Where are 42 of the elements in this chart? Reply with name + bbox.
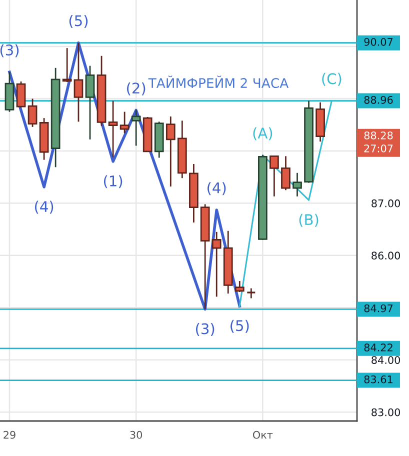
candlestick: [212, 231, 222, 298]
candlestick: [292, 172, 302, 198]
text: 88.28: [364, 131, 393, 140]
y-tick-label: 87.00: [372, 199, 400, 208]
candlestick: [166, 116, 176, 188]
ref-line-label: 83.61: [364, 375, 392, 384]
candlestick: [108, 100, 118, 158]
annotation: (2): [127, 82, 146, 96]
y-tick-label: 84.00: [372, 356, 400, 364]
annotation: (3): [196, 323, 214, 336]
x-tick-label: 29: [4, 430, 16, 439]
x-tick-label: Окт: [252, 430, 273, 439]
annotation: (1): [104, 175, 122, 188]
ref-line-label: 84.97: [364, 304, 393, 312]
annotation: (5): [69, 14, 88, 28]
ref-line-label: 88.96: [364, 96, 393, 104]
ref-line-label: 84.22: [364, 344, 392, 352]
x-tick-label: 30: [130, 430, 142, 439]
annotation: (B): [299, 214, 318, 227]
candlestick: [246, 288, 256, 299]
y-tick-label: 83.00: [372, 408, 400, 416]
annotation: (A): [253, 127, 272, 140]
ref-line-label: 90.07: [364, 38, 393, 46]
annotation: (5): [230, 320, 249, 333]
candlestick: [74, 42, 84, 122]
annotation: (4): [208, 182, 226, 196]
candlestick: [85, 65, 95, 140]
annotation: (4): [34, 200, 54, 214]
candlestick: [234, 280, 244, 293]
candlestick: [270, 154, 279, 198]
y-tick-label: 86.00: [372, 252, 400, 260]
candlestick: [120, 111, 130, 134]
candlestick: [62, 47, 72, 83]
text: ТАЙМФРЕЙМ 2 ЧАСА: [148, 76, 289, 88]
candlestick: [28, 98, 38, 128]
candlestick: [281, 155, 290, 191]
candlestick: [16, 80, 26, 108]
candlestick: [131, 108, 141, 146]
line-series: [238, 100, 332, 307]
annotation: (C): [322, 72, 342, 86]
text: 27:07: [364, 144, 393, 152]
annotation: (3): [0, 44, 19, 58]
